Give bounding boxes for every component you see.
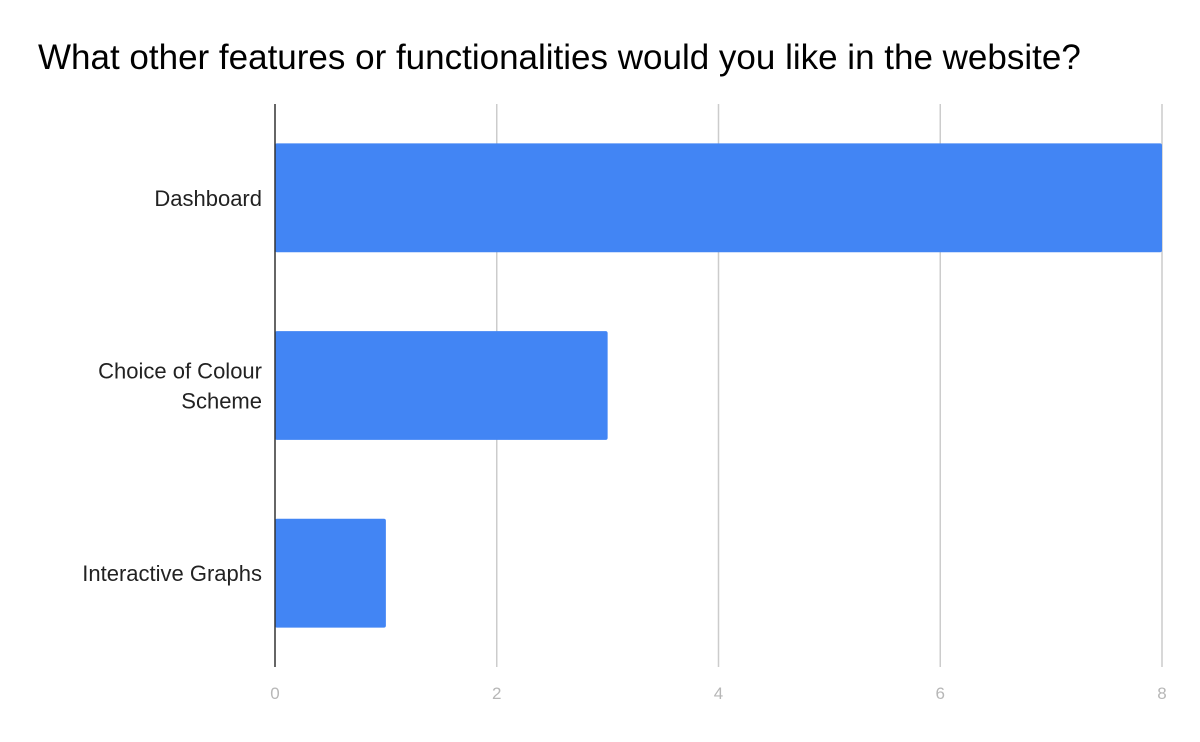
bars xyxy=(275,143,1162,628)
chart-title: What other features or functionalities w… xyxy=(38,38,1081,77)
category-label: Interactive Graphs xyxy=(82,561,262,586)
x-tick-label: 4 xyxy=(714,684,723,703)
category-label: Choice of Colour Scheme xyxy=(98,359,262,414)
x-tick-label: 2 xyxy=(492,684,501,703)
bar xyxy=(275,518,386,628)
x-tick-labels: 0 2 4 6 8 xyxy=(270,684,1166,703)
bar xyxy=(275,331,608,440)
category-labels: Dashboard Choice of Colour Scheme Interacti… xyxy=(82,186,262,586)
bar xyxy=(275,143,1162,253)
x-tick-label: 6 xyxy=(936,684,945,703)
x-tick-label: 8 xyxy=(1157,684,1166,703)
x-tick-label: 0 xyxy=(270,684,279,703)
category-label: Dashboard xyxy=(154,186,262,211)
